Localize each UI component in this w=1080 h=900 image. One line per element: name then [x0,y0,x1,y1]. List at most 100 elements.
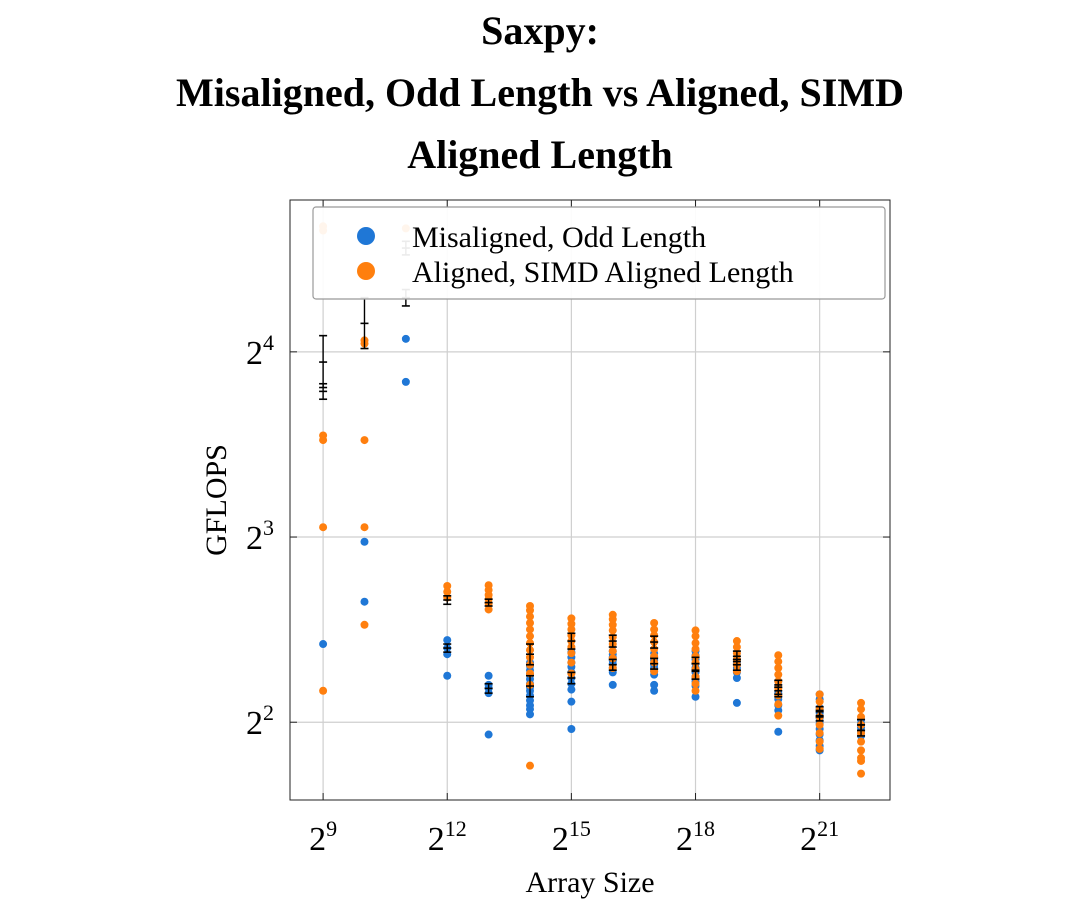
point-aligned-2e19-0 [732,667,741,676]
point-misaligned-2e13-4 [484,671,493,680]
point-aligned-2e22-4 [857,737,866,746]
point-aligned-2e22-2 [857,753,866,762]
point-aligned-2e14-8 [526,625,534,634]
point-aligned-2e21-1 [815,737,824,746]
point-aligned-2e12-2 [443,582,452,591]
point-misaligned-2e10-0 [360,597,369,606]
x-tick-label-3: 218 [676,816,715,858]
point-misaligned-2e12-3 [443,636,452,645]
point-aligned-2e9-0 [319,686,328,695]
error-bar-10 [526,643,534,666]
axis-ticks: 29 212 215 218 221 22 23 24 [246,200,890,858]
chart-title-line-2: Misaligned, Odd Length vs Aligned, SIMD [176,70,904,115]
point-misaligned-2e13-0 [484,730,493,739]
point-aligned-2e22-3 [857,746,866,755]
point-misaligned-2e11-1 [401,334,410,343]
point-misaligned-2e11-0 [401,377,410,386]
legend-marker-aligned [357,262,375,280]
point-aligned-2e18-9 [691,626,700,635]
point-aligned-2e15-1 [567,658,576,667]
point-aligned-2e9-1 [319,523,328,532]
point-aligned-2e20-0 [774,711,783,720]
point-aligned-2e19-5 [732,637,741,646]
point-aligned-2e20-7 [774,657,783,666]
point-misaligned-2e17-0 [650,686,659,695]
point-aligned-2e16-5 [608,626,617,635]
point-aligned-2e18-8 [691,632,700,641]
error-bars [319,240,866,737]
plot-frame [289,199,891,801]
point-aligned-2e19-4 [732,643,741,652]
point-aligned-2e21-3 [815,720,824,729]
point-aligned-2e14-9 [526,618,534,627]
point-aligned-2e17-3 [650,645,659,654]
error-bar-1 [319,382,328,401]
chart-title-line-1: Saxpy: [481,8,599,53]
point-misaligned-2e15-2 [567,685,576,694]
point-aligned-2e16-6 [608,620,617,629]
error-bar-8 [484,682,493,694]
point-aligned-2e17-5 [650,631,659,640]
point-misaligned-2e15-1 [567,697,576,706]
point-misaligned-2e19-1 [732,674,741,683]
error-bar-9 [526,674,534,698]
error-bar-5 [443,595,452,606]
point-misaligned-2e12-0 [443,671,452,680]
point-aligned-2e12-1 [443,587,452,596]
point-aligned-2e16-1 [608,654,617,663]
point-aligned-2e18-7 [691,639,700,648]
error-bar-7 [484,598,493,607]
point-aligned-2e20-5 [774,670,783,679]
y-tick-label-0: 22 [246,700,274,742]
legend-box [312,206,886,300]
point-aligned-2e21-6 [815,697,824,706]
legend: Misaligned, Odd Length Aligned, SIMD Ali… [312,206,886,300]
point-aligned-2e14-7 [526,632,534,641]
error-bar-13 [608,658,617,671]
point-aligned-2e21-0 [815,744,824,753]
y-tick-label-1: 23 [246,515,274,557]
point-aligned-2e10-1 [360,523,369,532]
error-bar-14 [608,634,617,648]
error-bar-22 [774,684,783,698]
point-aligned-2e15-6 [567,625,576,634]
point-aligned-2e20-6 [774,664,783,673]
point-aligned-2e10-2 [360,436,369,445]
x-tick-label-4: 221 [800,816,839,858]
x-tick-label-1: 212 [428,816,467,858]
point-aligned-2e14-12 [526,601,534,610]
chart-title: Saxpy: Misaligned, Odd Length vs Aligned… [0,0,1080,186]
point-aligned-2e17-7 [650,618,659,627]
point-aligned-2e20-8 [774,651,783,660]
legend-marker-misaligned [357,227,375,245]
legend-label-misaligned: Misaligned, Odd Length [412,221,706,254]
point-aligned-2e18-0 [691,686,700,695]
point-aligned-2e18-1 [691,679,700,688]
point-misaligned-2e18-0 [691,692,700,701]
point-misaligned-2e20-0 [774,727,783,736]
point-aligned-2e14-0 [526,761,534,770]
point-aligned-2e20-1 [774,700,783,709]
point-aligned-2e17-6 [650,625,659,634]
point-aligned-2e16-2 [608,647,617,656]
point-aligned-2e22-9 [857,698,866,707]
point-aligned-2e18-5 [691,652,700,661]
point-misaligned-2e15-0 [567,724,576,733]
x-axis-label: Array Size [525,866,654,899]
point-aligned-2e22-0 [857,769,866,778]
point-aligned-2e18-6 [691,645,700,654]
error-bar-0 [319,334,328,389]
y-tick-label-2: 24 [246,330,274,372]
legend-label-aligned: Aligned, SIMD Aligned Length [412,256,794,289]
y-axis-label: GFLOPS [200,444,233,556]
data-points [319,222,866,778]
error-bar-24 [815,705,824,718]
point-aligned-2e10-0 [360,620,369,629]
point-aligned-2e14-10 [526,612,534,621]
error-bar-26 [857,724,866,737]
point-aligned-2e13-0 [484,605,493,614]
point-aligned-2e13-5 [484,581,493,590]
error-bar-16 [650,635,659,649]
x-tick-label-0: 29 [309,816,337,858]
